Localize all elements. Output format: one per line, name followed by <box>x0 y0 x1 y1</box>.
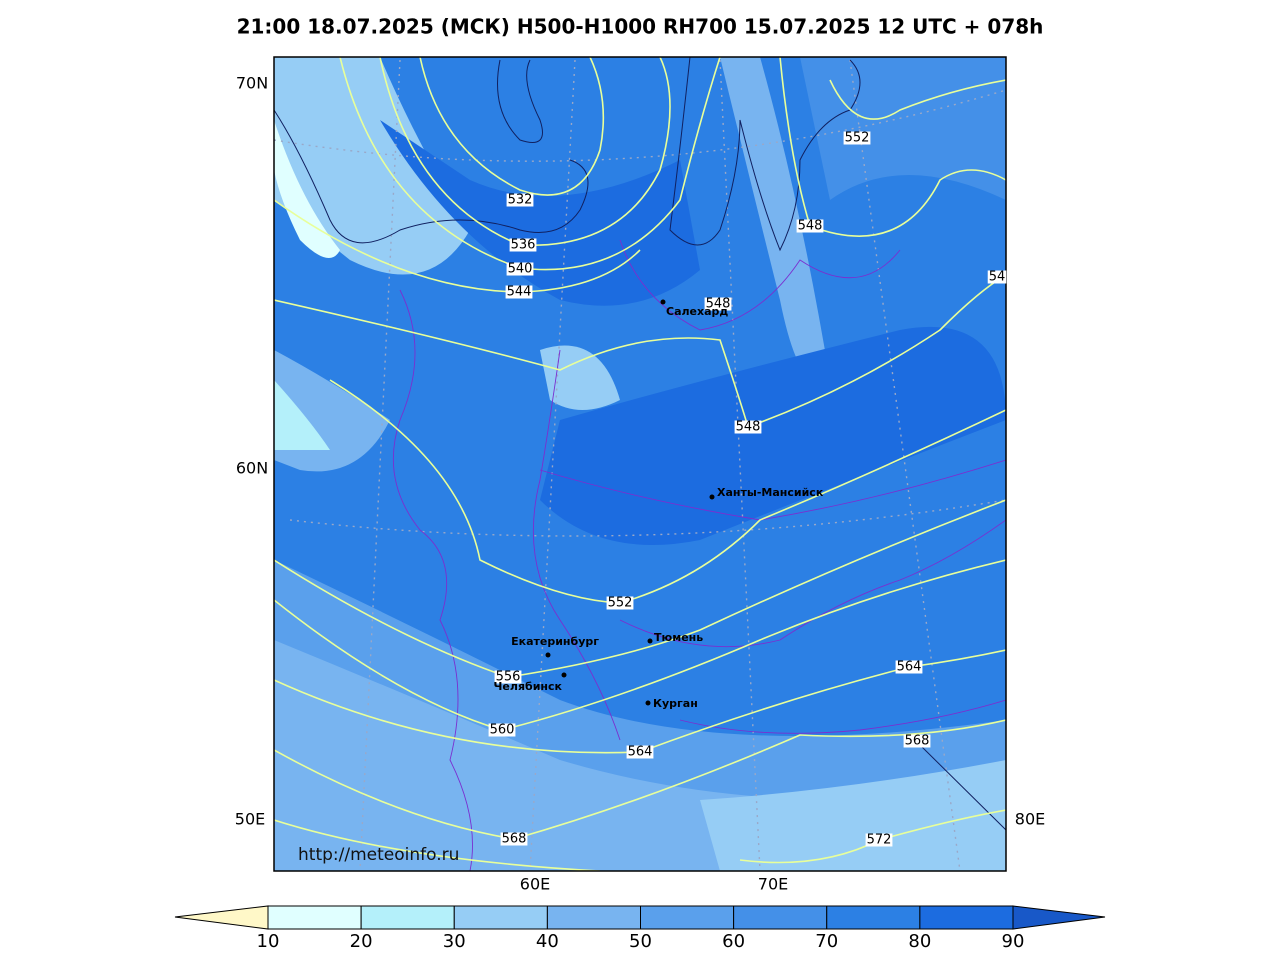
axis-label: 70N <box>236 74 268 93</box>
contour-label-bg <box>903 734 931 748</box>
contour-label: 54 <box>989 270 1006 285</box>
city-label: Ханты-Мансийск <box>717 486 824 499</box>
city-label: Челябинск <box>494 680 563 693</box>
colorbar-bin <box>453 905 548 930</box>
coastline <box>274 57 1006 831</box>
humidity-shading <box>274 57 1006 871</box>
colorbar-tick-label: 60 <box>722 931 745 952</box>
contour-label: 548 <box>798 219 823 234</box>
source-url: http://meteoinfo.ru <box>298 845 459 865</box>
city-marker <box>709 494 715 500</box>
colorbar-bin <box>640 905 735 930</box>
contour-label: 564 <box>897 660 922 675</box>
contour-label: 568 <box>905 734 930 749</box>
axis-label: 60N <box>236 459 268 478</box>
colorbar-bin <box>267 905 362 930</box>
city-label: Екатеринбург <box>511 635 599 648</box>
contour-label-bg <box>494 670 522 684</box>
colorbar-under <box>174 905 269 930</box>
contour-label: 564 <box>628 745 653 760</box>
city-label: Курган <box>653 697 698 710</box>
city-marker <box>645 700 651 706</box>
city-label: Салехард <box>666 305 728 318</box>
map-frame <box>273 56 1007 872</box>
colorbar-over <box>1012 905 1106 930</box>
contour-label: 552 <box>608 596 633 611</box>
contour-label: 560 <box>490 723 515 738</box>
contour-label-bg <box>704 297 732 311</box>
city-label: Тюмень <box>654 631 703 644</box>
contour-label-bg <box>987 270 1007 284</box>
colorbar-tick-label: 90 <box>1002 931 1025 952</box>
colorbar-tick-label: 70 <box>815 931 838 952</box>
colorbar-tick-label: 50 <box>629 931 652 952</box>
contour-label: 572 <box>867 833 892 848</box>
contour-label-bg <box>626 745 654 759</box>
contour-label: 532 <box>508 193 533 208</box>
colorbar-tick-label: 80 <box>908 931 931 952</box>
colorbar-bin <box>826 905 921 930</box>
axis-label: 60E <box>520 875 550 894</box>
axis-label: 80E <box>1015 810 1045 829</box>
contour-label-bg <box>843 131 871 145</box>
city-marker <box>545 652 551 658</box>
colorbar-tick-label: 40 <box>536 931 559 952</box>
contour-label: 536 <box>511 238 536 253</box>
contour-label-bg <box>865 833 893 847</box>
contour-label: 552 <box>845 131 870 146</box>
contour-label: 544 <box>507 285 532 300</box>
axis-label: 50E <box>235 810 265 829</box>
colorbar-tick-label: 20 <box>350 931 373 952</box>
city-marker <box>647 638 653 644</box>
contour-label: 548 <box>736 420 761 435</box>
city-marker <box>561 672 567 678</box>
colorbar-bin <box>919 905 1014 930</box>
contour-label: 540 <box>508 262 533 277</box>
colorbar-tick-label: 10 <box>257 931 280 952</box>
colorbar: 10 20 30 40 50 60 70 80 90 <box>174 905 1106 952</box>
map-area <box>274 57 1006 871</box>
colorbar-bin <box>360 905 455 930</box>
map-title: 21:00 18.07.2025 (МСК) H500-H1000 RH700 … <box>237 15 1044 39</box>
colorbar-bin <box>546 905 641 930</box>
city-marker <box>660 299 666 305</box>
contour-label-bg <box>500 832 528 846</box>
contour-label-bg <box>734 420 762 434</box>
contour-label-bg <box>895 660 923 674</box>
colorbar-bin <box>733 905 828 930</box>
labels: 70N 60N 50E 60E 70E 80E 532 536 540 544 548 548 548 5… <box>235 74 1045 894</box>
contour-label: 568 <box>502 832 527 847</box>
contour-label-bg <box>506 193 534 207</box>
contour-label-bg <box>505 285 533 299</box>
contour-label: 556 <box>496 670 521 685</box>
colorbar-tick-label: 30 <box>443 931 466 952</box>
contour-label-bg <box>796 219 824 233</box>
contours <box>274 57 1006 871</box>
contour-label: 548 <box>706 297 731 312</box>
contour-label-bg <box>488 723 516 737</box>
axis-label: 70E <box>758 875 788 894</box>
contour-label-bg <box>606 596 634 610</box>
contour-label-bg <box>509 238 537 252</box>
contour-label-bg <box>506 262 534 276</box>
